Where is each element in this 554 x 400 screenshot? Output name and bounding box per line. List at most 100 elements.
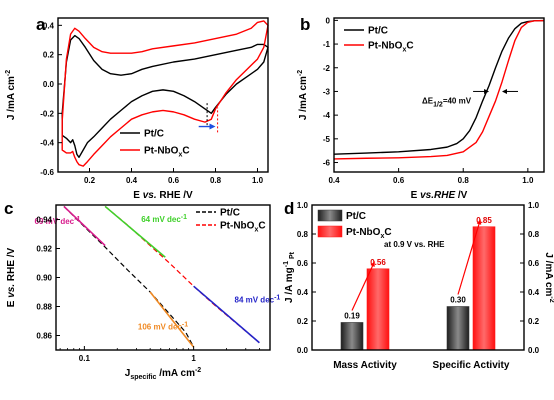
legend-swatch-d-1 bbox=[317, 225, 343, 238]
tafel-fit-c-2 bbox=[104, 205, 166, 258]
plot-frame-b bbox=[333, 17, 545, 173]
x-tick-label-a: 1.0 bbox=[252, 176, 264, 185]
y-tick-label-a: -0.6 bbox=[40, 168, 54, 177]
y-tick-label-d: 0.6 bbox=[297, 259, 309, 268]
y-tick-label-a: -0.2 bbox=[40, 109, 54, 118]
panel-b: 0.4 0.6 0.8 1.0 -6 -5 -4 -3 -2 -1 0 E vs.RHE /V J /m… bbox=[297, 15, 545, 201]
improvement-arrowhead-d bbox=[476, 218, 482, 225]
legend-label-d-1: Pt-NbOxC bbox=[346, 227, 392, 240]
x-tick-label-b: 0.6 bbox=[393, 176, 405, 185]
improvement-arrow-d bbox=[457, 220, 481, 295]
x-tick-label-b: 1.0 bbox=[522, 176, 534, 185]
bar-value-label-d: 0.30 bbox=[450, 296, 466, 305]
y-axis-label-c: E vs. RHE /V bbox=[6, 247, 17, 307]
y-tick-label-d: 0.8 bbox=[297, 230, 309, 239]
y-tick-label-a: 0.2 bbox=[43, 51, 55, 60]
legend-label-c-0: Pt/C bbox=[220, 208, 240, 219]
tafel-slope-label-c-2: 64 mV dec-1 bbox=[141, 214, 187, 224]
y-tick-label-c: 0.88 bbox=[36, 303, 52, 312]
category-label-d: Mass Activity bbox=[333, 360, 397, 371]
y-tick-label-d: 1.0 bbox=[297, 201, 309, 210]
tafel-fit-c-3 bbox=[193, 285, 260, 344]
series-line-a-1 bbox=[61, 20, 269, 167]
panel-c: 69 mV dec-1 106 mV dec-1 64 mV dec-1 84 mV … bbox=[4, 199, 280, 381]
bar-d-1-1 bbox=[472, 226, 496, 351]
legend-label-a-0: Pt/C bbox=[144, 129, 164, 140]
x-tick-label-a: 0.6 bbox=[168, 176, 180, 185]
tafel-fit-c-0 bbox=[63, 205, 106, 247]
ehalf-arrowhead-right bbox=[502, 88, 507, 94]
panel-d: 0.19 0.56 Mass Activity 0.30 0.85 Specific Ac… bbox=[283, 199, 554, 371]
y2-tick-label-d: 1.0 bbox=[528, 201, 540, 210]
series-line-b-1 bbox=[333, 19, 545, 160]
bar-d-1-0 bbox=[366, 268, 390, 351]
panel-a: 0.2 0.4 0.6 0.8 1.0 -0.6 -0.4 -0.2 0.0 0.2 0.4 E vs… bbox=[5, 15, 269, 201]
y2-tick-label-d: 0.8 bbox=[528, 230, 540, 239]
plot-frame-d bbox=[311, 204, 525, 351]
bar-d-0-1 bbox=[446, 306, 470, 351]
y-axis-label-a: J /mA cm-2 bbox=[5, 70, 17, 120]
x-axis-label-b: E vs.RHE /V bbox=[411, 190, 468, 201]
tafel-fit-c-1 bbox=[149, 291, 195, 348]
tafel-slope-label-c-1: 106 mV dec-1 bbox=[138, 322, 188, 332]
ehalf-arrowhead-left bbox=[484, 88, 490, 94]
y-tick-label-d: 0.0 bbox=[297, 346, 309, 355]
y-tick-label-c: 0.92 bbox=[36, 245, 52, 254]
y-axis-label-b: J /mA cm-2 bbox=[297, 70, 309, 120]
y-tick-label-d: 0.4 bbox=[297, 288, 309, 297]
plot-frame-a bbox=[57, 17, 269, 173]
x-tick-label-a: 0.2 bbox=[84, 176, 96, 185]
y-tick-label-a: 0.4 bbox=[43, 21, 55, 30]
condition-annotation-d: at 0.9 V vs. RHE bbox=[384, 240, 445, 249]
y-tick-label-b: -4 bbox=[323, 111, 331, 120]
ehalf-annotation: ΔE1/2=40 mV bbox=[422, 96, 472, 108]
x-axis-label-a: E vs. RHE /V bbox=[133, 190, 193, 201]
y2-axis-label-d: J /mA cm-2 bbox=[543, 252, 554, 302]
y-tick-label-a: -0.4 bbox=[40, 139, 54, 148]
y-tick-label-c: 0.90 bbox=[36, 274, 52, 283]
y-tick-label-b: -2 bbox=[323, 64, 331, 73]
legend-label-b-1: Pt-NbOxC bbox=[368, 41, 414, 54]
panel-label-b: b bbox=[300, 15, 310, 34]
legend-swatch-d-0 bbox=[317, 209, 343, 222]
y-tick-label-b: -1 bbox=[323, 40, 331, 49]
x-tick-label-c: 0.1 bbox=[79, 354, 91, 363]
panel-label-d: d bbox=[284, 199, 294, 218]
tafel-slope-label-c-0: 69 mV dec-1 bbox=[35, 216, 81, 226]
x-tick-label-b: 0.4 bbox=[328, 176, 340, 185]
y2-tick-label-d: 0.2 bbox=[528, 317, 540, 326]
legend-label-d-0: Pt/C bbox=[346, 211, 366, 222]
shift-arrowhead-a bbox=[209, 123, 216, 130]
y2-tick-label-d: 0.6 bbox=[528, 259, 540, 268]
y-tick-label-b: -5 bbox=[323, 135, 331, 144]
y-tick-label-b: -3 bbox=[323, 87, 331, 96]
y-axis-label-d: J /A mg-1 Pt bbox=[283, 251, 296, 303]
category-label-d: Specific Activity bbox=[433, 360, 510, 371]
x-tick-label-a: 0.4 bbox=[126, 176, 138, 185]
x-tick-label-c: 1 bbox=[191, 354, 196, 363]
x-tick-label-a: 0.8 bbox=[210, 176, 222, 185]
panel-label-c: c bbox=[4, 199, 13, 218]
legend-label-b-0: Pt/C bbox=[368, 26, 388, 37]
bar-d-0-0 bbox=[340, 322, 364, 351]
y-tick-label-b: -6 bbox=[323, 159, 331, 168]
legend-label-c-1: Pt-NbOxC bbox=[220, 221, 266, 234]
bar-value-label-d: 0.85 bbox=[476, 216, 492, 225]
bar-value-label-d: 0.56 bbox=[370, 258, 386, 267]
series-line-a-0 bbox=[61, 34, 269, 159]
series-line-b-0 bbox=[333, 19, 545, 155]
improvement-arrow-d bbox=[351, 262, 375, 311]
x-tick-label-b: 0.8 bbox=[458, 176, 470, 185]
y2-tick-label-d: 0.0 bbox=[528, 346, 540, 355]
improvement-arrowhead-d bbox=[370, 260, 375, 267]
tafel-slope-label-c-3: 84 mV dec-1 bbox=[235, 294, 281, 304]
y-tick-label-a: 0.0 bbox=[43, 80, 55, 89]
panel-label-a: a bbox=[36, 15, 46, 34]
y-tick-label-c: 0.94 bbox=[36, 216, 52, 225]
x-axis-label-c: Jspecific /mA cm-2 bbox=[125, 367, 202, 381]
y-tick-label-c: 0.86 bbox=[36, 332, 52, 341]
y2-tick-label-d: 0.4 bbox=[528, 288, 540, 297]
y-tick-label-b: 0 bbox=[326, 16, 331, 25]
bar-value-label-d: 0.19 bbox=[344, 311, 360, 320]
